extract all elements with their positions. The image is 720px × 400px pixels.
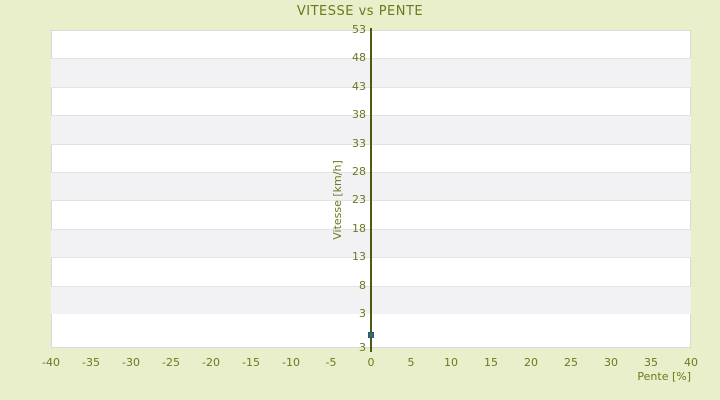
x-tick-label: -30	[122, 356, 140, 369]
x-tick-label: -25	[162, 356, 180, 369]
y-tick-label: 28	[352, 164, 366, 178]
x-tick-label: 20	[524, 356, 538, 369]
x-tick-label: 15	[484, 356, 498, 369]
chart-title: VITESSE vs PENTE	[296, 4, 424, 19]
x-tick-label: 25	[564, 356, 578, 369]
x-tick-label: -15	[242, 356, 260, 369]
y-tick-label: 3	[359, 341, 366, 354]
x-tick-label: 0	[367, 356, 375, 369]
x-tick-label: -10	[282, 356, 300, 369]
x-tick-label: -5	[325, 356, 337, 369]
y-tick-label: 18	[352, 221, 366, 235]
y-tick-label: 8	[359, 278, 366, 292]
y-tick-label: 33	[352, 136, 366, 150]
x-tick-label: 30	[604, 356, 618, 369]
x-tick-label: 5	[407, 356, 415, 369]
x-tick-label: -35	[82, 356, 100, 369]
y-tick-label: 38	[352, 108, 366, 122]
x-tick-label: 40	[684, 356, 698, 369]
x-tick-label: -40	[42, 356, 60, 369]
y-tick-label: 43	[352, 79, 366, 93]
y-tick-label: 13	[352, 250, 366, 264]
y-tick-label: 48	[352, 51, 366, 65]
y-tick-label: 3	[359, 306, 366, 320]
x-tick-label: -20	[202, 356, 220, 369]
y-axis-title: Vitesse [km/h]	[331, 160, 344, 240]
y-tick-label: 23	[352, 193, 366, 207]
y-axis-line	[370, 28, 372, 352]
x-tick-label: 10	[444, 356, 458, 369]
data-point-marker[interactable]	[368, 331, 374, 338]
x-axis-title: Pente [%]	[637, 370, 691, 383]
x-tick-label: 35	[644, 356, 658, 369]
y-tick-label: 53	[352, 23, 366, 36]
